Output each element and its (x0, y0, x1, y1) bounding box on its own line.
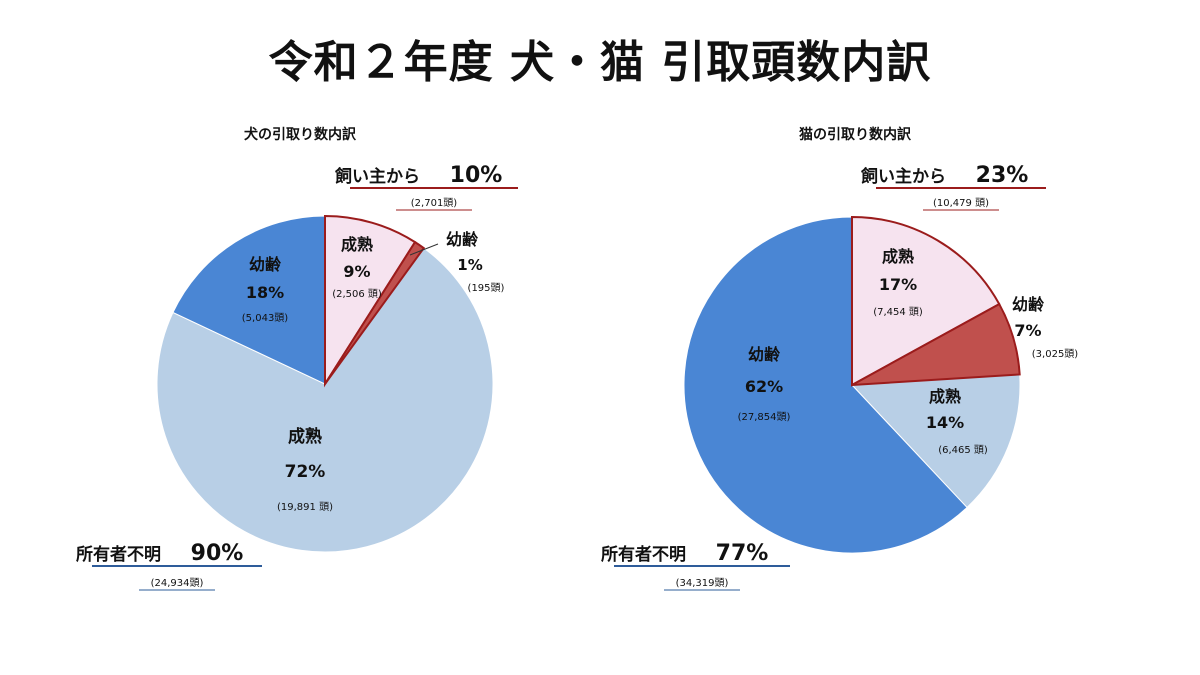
slice-count: (19,891 頭) (277, 501, 333, 513)
slice-percent: 62% (745, 377, 783, 396)
group-count: (10,479 頭) (933, 197, 989, 209)
slice-label: 幼齢 (249, 255, 282, 274)
chart-title: 猫の引取り数内訳 (799, 126, 912, 143)
leader-line (409, 243, 439, 256)
slice-percent: 14% (926, 413, 964, 432)
pie-slice (172, 215, 326, 385)
slice-label: 成熟 (882, 247, 914, 266)
group-count: (34,319頭) (676, 577, 729, 589)
group-label: 所有者不明 (601, 544, 686, 565)
slice-percent: 18% (246, 283, 284, 302)
group-label: 飼い主から (334, 166, 420, 187)
slice-percent: 17% (879, 275, 917, 294)
slice-count: (3,025頭) (1032, 348, 1079, 360)
group-count: (2,701頭) (411, 197, 458, 209)
pie-slice (850, 373, 1021, 509)
slice-label: 幼齢 (1012, 295, 1045, 314)
page-title: 令和２年度 犬・猫 引取頭数内訳 (268, 37, 932, 88)
slice-count: (27,854頭) (738, 411, 791, 423)
slice-count: (6,465 頭) (938, 444, 988, 456)
slice-count: (2,506 頭) (332, 288, 382, 300)
pie-slice (324, 214, 417, 388)
group-percent: 23% (976, 163, 1029, 188)
group-percent: 77% (716, 541, 769, 566)
slice-label: 成熟 (341, 235, 373, 254)
pie-slice (851, 302, 1021, 386)
slice-label: 成熟 (929, 387, 961, 406)
group-label: 所有者不明 (76, 544, 161, 565)
slice-label: 幼齢 (446, 230, 479, 249)
slice-percent: 1% (457, 256, 482, 274)
slice-percent: 9% (343, 262, 370, 281)
group-percent: 10% (450, 163, 503, 188)
group-label: 飼い主から (860, 166, 946, 187)
group-count: (24,934頭) (151, 577, 204, 589)
pie-slice (683, 216, 968, 554)
pie-slice (324, 240, 426, 385)
slice-count: (7,454 頭) (873, 306, 923, 318)
slice-label: 幼齢 (748, 345, 781, 364)
pie-slice (156, 247, 494, 553)
group-percent: 90% (191, 541, 244, 566)
pie-slice (851, 215, 1001, 387)
chart-title: 犬の引取り数内訳 (244, 126, 357, 143)
slice-percent: 7% (1014, 321, 1041, 340)
slice-label: 成熟 (288, 426, 322, 447)
slice-count: (5,043頭) (242, 312, 289, 324)
slice-percent: 72% (285, 462, 326, 482)
slice-count: (195頭) (468, 282, 505, 294)
